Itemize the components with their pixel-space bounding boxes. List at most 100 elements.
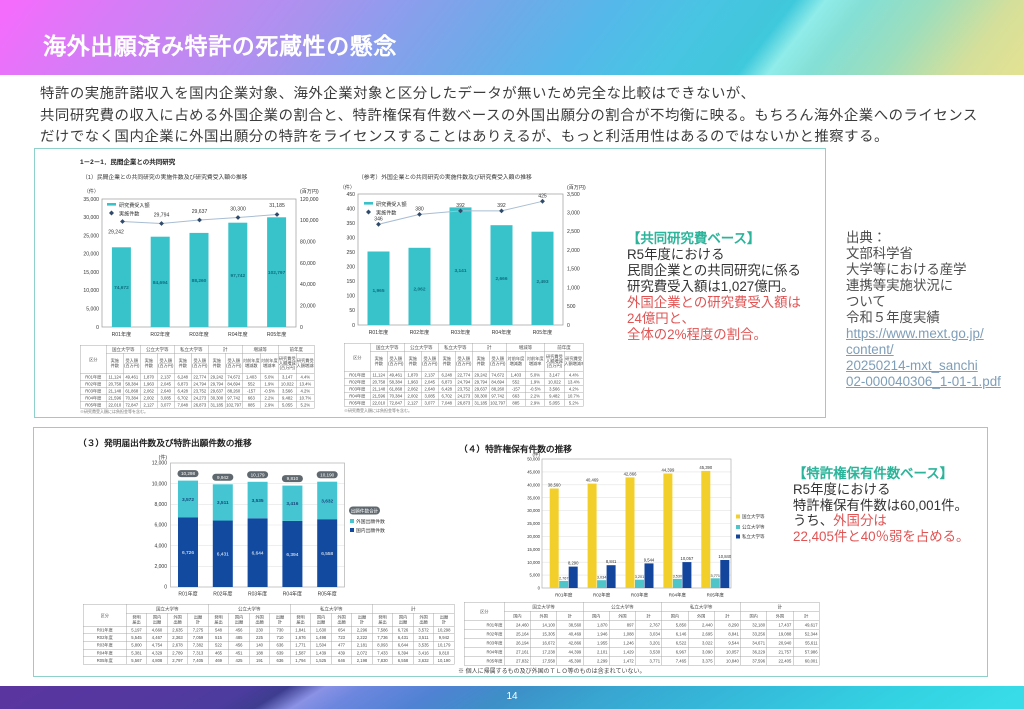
svg-text:12,000: 12,000 <box>152 461 168 467</box>
svg-text:84,694: 84,694 <box>153 280 168 286</box>
svg-text:45,000: 45,000 <box>527 470 540 475</box>
svg-text:公立大学等: 公立大学等 <box>742 524 765 531</box>
svg-text:(百万円): (百万円) <box>300 189 319 195</box>
svg-text:0: 0 <box>164 585 167 591</box>
svg-text:35,000: 35,000 <box>83 197 99 203</box>
svg-text:R03年度: R03年度 <box>631 592 649 599</box>
svg-text:100: 100 <box>347 294 356 300</box>
svg-text:50: 50 <box>349 308 355 314</box>
svg-text:R02年度: R02年度 <box>213 591 232 598</box>
svg-text:8,290: 8,290 <box>568 561 579 566</box>
svg-text:2,000: 2,000 <box>567 248 580 254</box>
svg-text:実施件数: 実施件数 <box>119 211 139 218</box>
svg-text:私立大学等: 私立大学等 <box>742 533 765 540</box>
svg-text:8,841: 8,841 <box>606 559 617 564</box>
svg-text:6,394: 6,394 <box>286 552 298 558</box>
svg-text:研究費受入額: 研究費受入額 <box>119 202 150 209</box>
svg-text:3,416: 3,416 <box>286 501 298 507</box>
svg-text:（件）: （件） <box>340 184 355 191</box>
svg-text:10,179: 10,179 <box>251 472 265 477</box>
svg-text:R05年度: R05年度 <box>707 592 725 599</box>
svg-text:29,637: 29,637 <box>192 209 208 215</box>
svg-text:R02年度: R02年度 <box>150 331 170 338</box>
svg-text:R03年度: R03年度 <box>248 591 267 598</box>
svg-text:2,666: 2,666 <box>495 276 507 282</box>
svg-text:3,034: 3,034 <box>597 576 607 580</box>
svg-text:25,000: 25,000 <box>83 233 99 239</box>
svg-text:300: 300 <box>347 236 356 242</box>
svg-text:3,572: 3,572 <box>182 497 194 503</box>
svg-text:392: 392 <box>456 203 465 209</box>
svg-text:97,742: 97,742 <box>230 273 245 279</box>
svg-text:20,000: 20,000 <box>300 304 316 310</box>
svg-text:44,399: 44,399 <box>661 468 674 473</box>
svg-text:3,511: 3,511 <box>217 500 229 506</box>
svg-text:0: 0 <box>300 325 303 331</box>
svg-text:出願件数合計: 出願件数合計 <box>351 507 379 514</box>
svg-text:20,000: 20,000 <box>83 252 99 258</box>
svg-text:国内出願件数: 国内出願件数 <box>356 527 385 534</box>
svg-text:研究費受入額: 研究費受入額 <box>376 201 407 208</box>
svg-text:0: 0 <box>538 586 541 591</box>
svg-text:10,000: 10,000 <box>527 560 540 565</box>
svg-text:R05年度: R05年度 <box>318 591 337 598</box>
svg-text:8,000: 8,000 <box>154 502 167 508</box>
svg-text:2,493: 2,493 <box>536 279 548 285</box>
svg-text:3,201: 3,201 <box>635 575 645 579</box>
svg-text:100,000: 100,000 <box>300 218 319 224</box>
svg-text:0: 0 <box>567 323 570 329</box>
svg-text:29,794: 29,794 <box>154 213 170 219</box>
svg-text:2,062: 2,062 <box>413 286 425 292</box>
svg-text:350: 350 <box>347 221 356 227</box>
svg-text:R02年度: R02年度 <box>410 329 430 336</box>
svg-text:31,185: 31,185 <box>269 203 285 209</box>
svg-text:250: 250 <box>347 250 356 256</box>
svg-text:3,632: 3,632 <box>321 498 333 504</box>
svg-text:1,965: 1,965 <box>372 288 384 294</box>
svg-text:R03年度: R03年度 <box>451 329 471 336</box>
svg-text:40,469: 40,469 <box>586 478 599 483</box>
svg-text:5,000: 5,000 <box>86 307 99 313</box>
svg-text:3,500: 3,500 <box>567 192 580 198</box>
svg-text:380: 380 <box>415 206 424 212</box>
svg-text:425: 425 <box>538 193 547 199</box>
svg-text:実施件数: 実施件数 <box>376 210 396 217</box>
svg-text:6,644: 6,644 <box>252 551 264 557</box>
svg-text:R01年度: R01年度 <box>112 331 132 338</box>
svg-text:国立大学等: 国立大学等 <box>742 513 765 520</box>
svg-text:120,000: 120,000 <box>300 197 319 203</box>
svg-text:74,672: 74,672 <box>114 285 129 291</box>
svg-text:60,000: 60,000 <box>300 261 316 267</box>
svg-text:R05年度: R05年度 <box>267 331 287 338</box>
svg-text:R05年度: R05年度 <box>533 329 553 336</box>
svg-text:45,390: 45,390 <box>699 465 712 470</box>
svg-text:500: 500 <box>567 304 576 310</box>
svg-text:6,431: 6,431 <box>217 552 229 558</box>
svg-text:10,190: 10,190 <box>320 472 334 477</box>
svg-text:R01年度: R01年度 <box>555 592 573 599</box>
svg-text:(百万円): (百万円) <box>567 185 586 191</box>
svg-text:10,000: 10,000 <box>83 288 99 294</box>
svg-text:(件): (件) <box>533 451 541 458</box>
svg-text:42,866: 42,866 <box>624 471 637 476</box>
svg-text:6,000: 6,000 <box>154 523 167 529</box>
svg-text:450: 450 <box>347 192 356 198</box>
svg-text:10,840: 10,840 <box>718 554 731 559</box>
svg-text:R04年度: R04年度 <box>669 592 687 599</box>
svg-text:25,000: 25,000 <box>527 521 540 526</box>
svg-text:2,000: 2,000 <box>154 564 167 570</box>
svg-text:400: 400 <box>347 206 356 212</box>
svg-text:20,000: 20,000 <box>527 534 540 539</box>
svg-text:38,560: 38,560 <box>548 483 561 488</box>
svg-text:R03年度: R03年度 <box>189 331 209 338</box>
svg-text:2,500: 2,500 <box>567 229 580 235</box>
svg-text:10,298: 10,298 <box>181 471 195 476</box>
svg-text:6,726: 6,726 <box>182 550 194 556</box>
svg-text:R02年度: R02年度 <box>593 592 611 599</box>
svg-text:R01年度: R01年度 <box>369 329 389 336</box>
svg-text:30,300: 30,300 <box>230 207 246 213</box>
svg-text:R04年度: R04年度 <box>492 329 512 336</box>
svg-text:2,767: 2,767 <box>559 576 569 580</box>
svg-text:3,141: 3,141 <box>454 268 466 274</box>
svg-text:4,000: 4,000 <box>154 543 167 549</box>
